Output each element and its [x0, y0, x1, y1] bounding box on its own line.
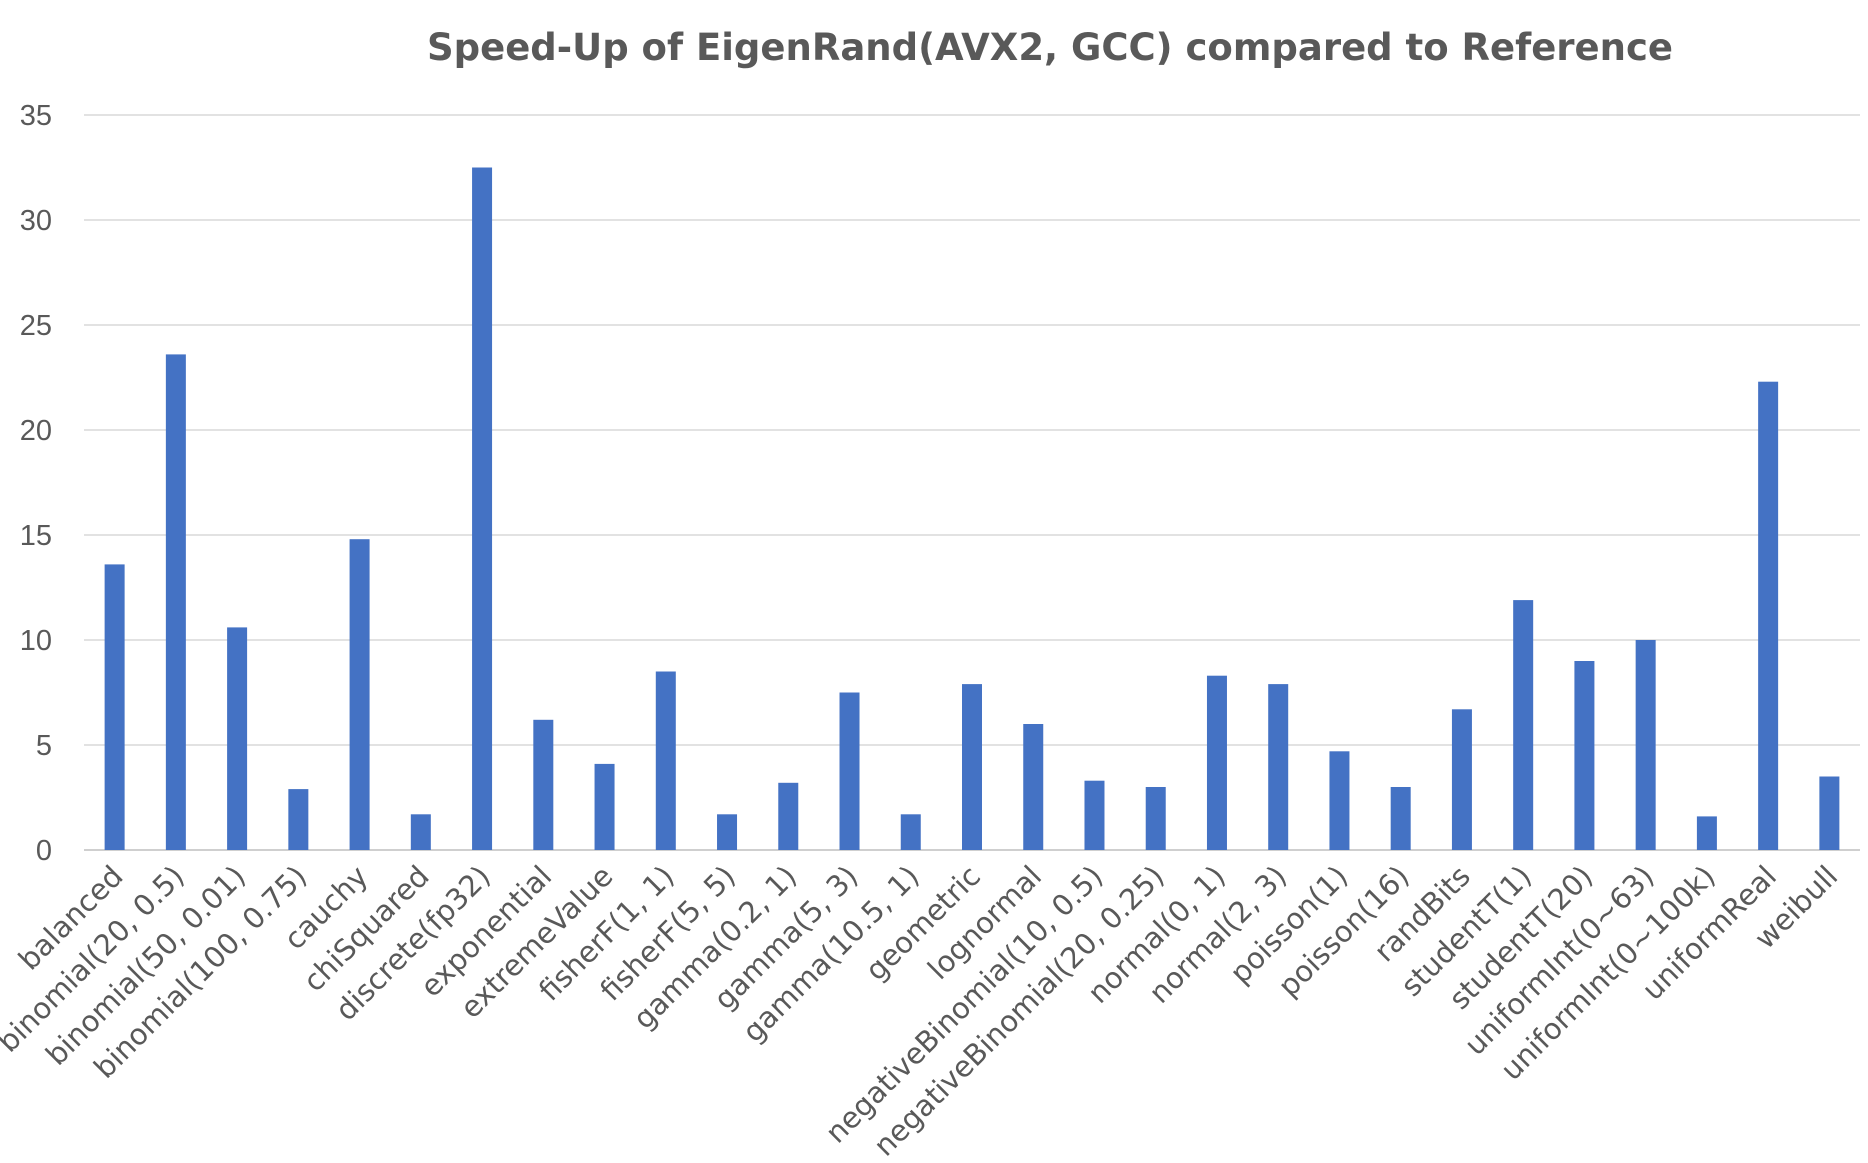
bar — [1084, 780, 1105, 850]
y-tick-label: 10 — [20, 625, 52, 657]
bar — [1574, 661, 1595, 850]
bar — [1451, 709, 1472, 850]
y-tick-label: 25 — [20, 310, 52, 342]
bar — [839, 692, 860, 850]
bar — [1268, 684, 1289, 850]
bar — [1023, 724, 1044, 850]
bar — [410, 814, 431, 850]
bar — [594, 763, 615, 850]
bar — [1696, 816, 1717, 850]
bar — [1206, 675, 1227, 850]
bar — [655, 671, 676, 850]
y-tick-label: 0 — [36, 835, 52, 867]
y-axis-ticks: 0 5 10 15 20 25 30 35 — [20, 100, 52, 867]
bar — [1819, 776, 1840, 850]
bar — [165, 354, 186, 850]
bar — [778, 782, 799, 850]
bar — [227, 627, 248, 850]
bar — [1758, 381, 1779, 850]
bar — [1390, 787, 1411, 850]
bar — [104, 564, 125, 850]
bar — [717, 814, 738, 850]
y-tick-label: 15 — [20, 520, 52, 552]
bar — [288, 789, 309, 850]
bar — [349, 539, 370, 850]
bar — [1513, 600, 1534, 850]
y-tick-label: 20 — [20, 415, 52, 447]
bar — [1635, 640, 1656, 850]
bar — [472, 167, 493, 850]
y-tick-label: 5 — [36, 730, 52, 762]
bar — [1329, 751, 1350, 850]
bar — [1145, 787, 1166, 850]
y-tick-label: 30 — [20, 205, 52, 237]
y-tick-label: 35 — [20, 100, 52, 132]
bar — [962, 684, 982, 850]
bar — [533, 719, 554, 850]
bar — [900, 814, 921, 850]
chart-title: Speed-Up of EigenRand(AVX2, GCC) compare… — [427, 26, 1673, 69]
bars — [104, 167, 1840, 850]
